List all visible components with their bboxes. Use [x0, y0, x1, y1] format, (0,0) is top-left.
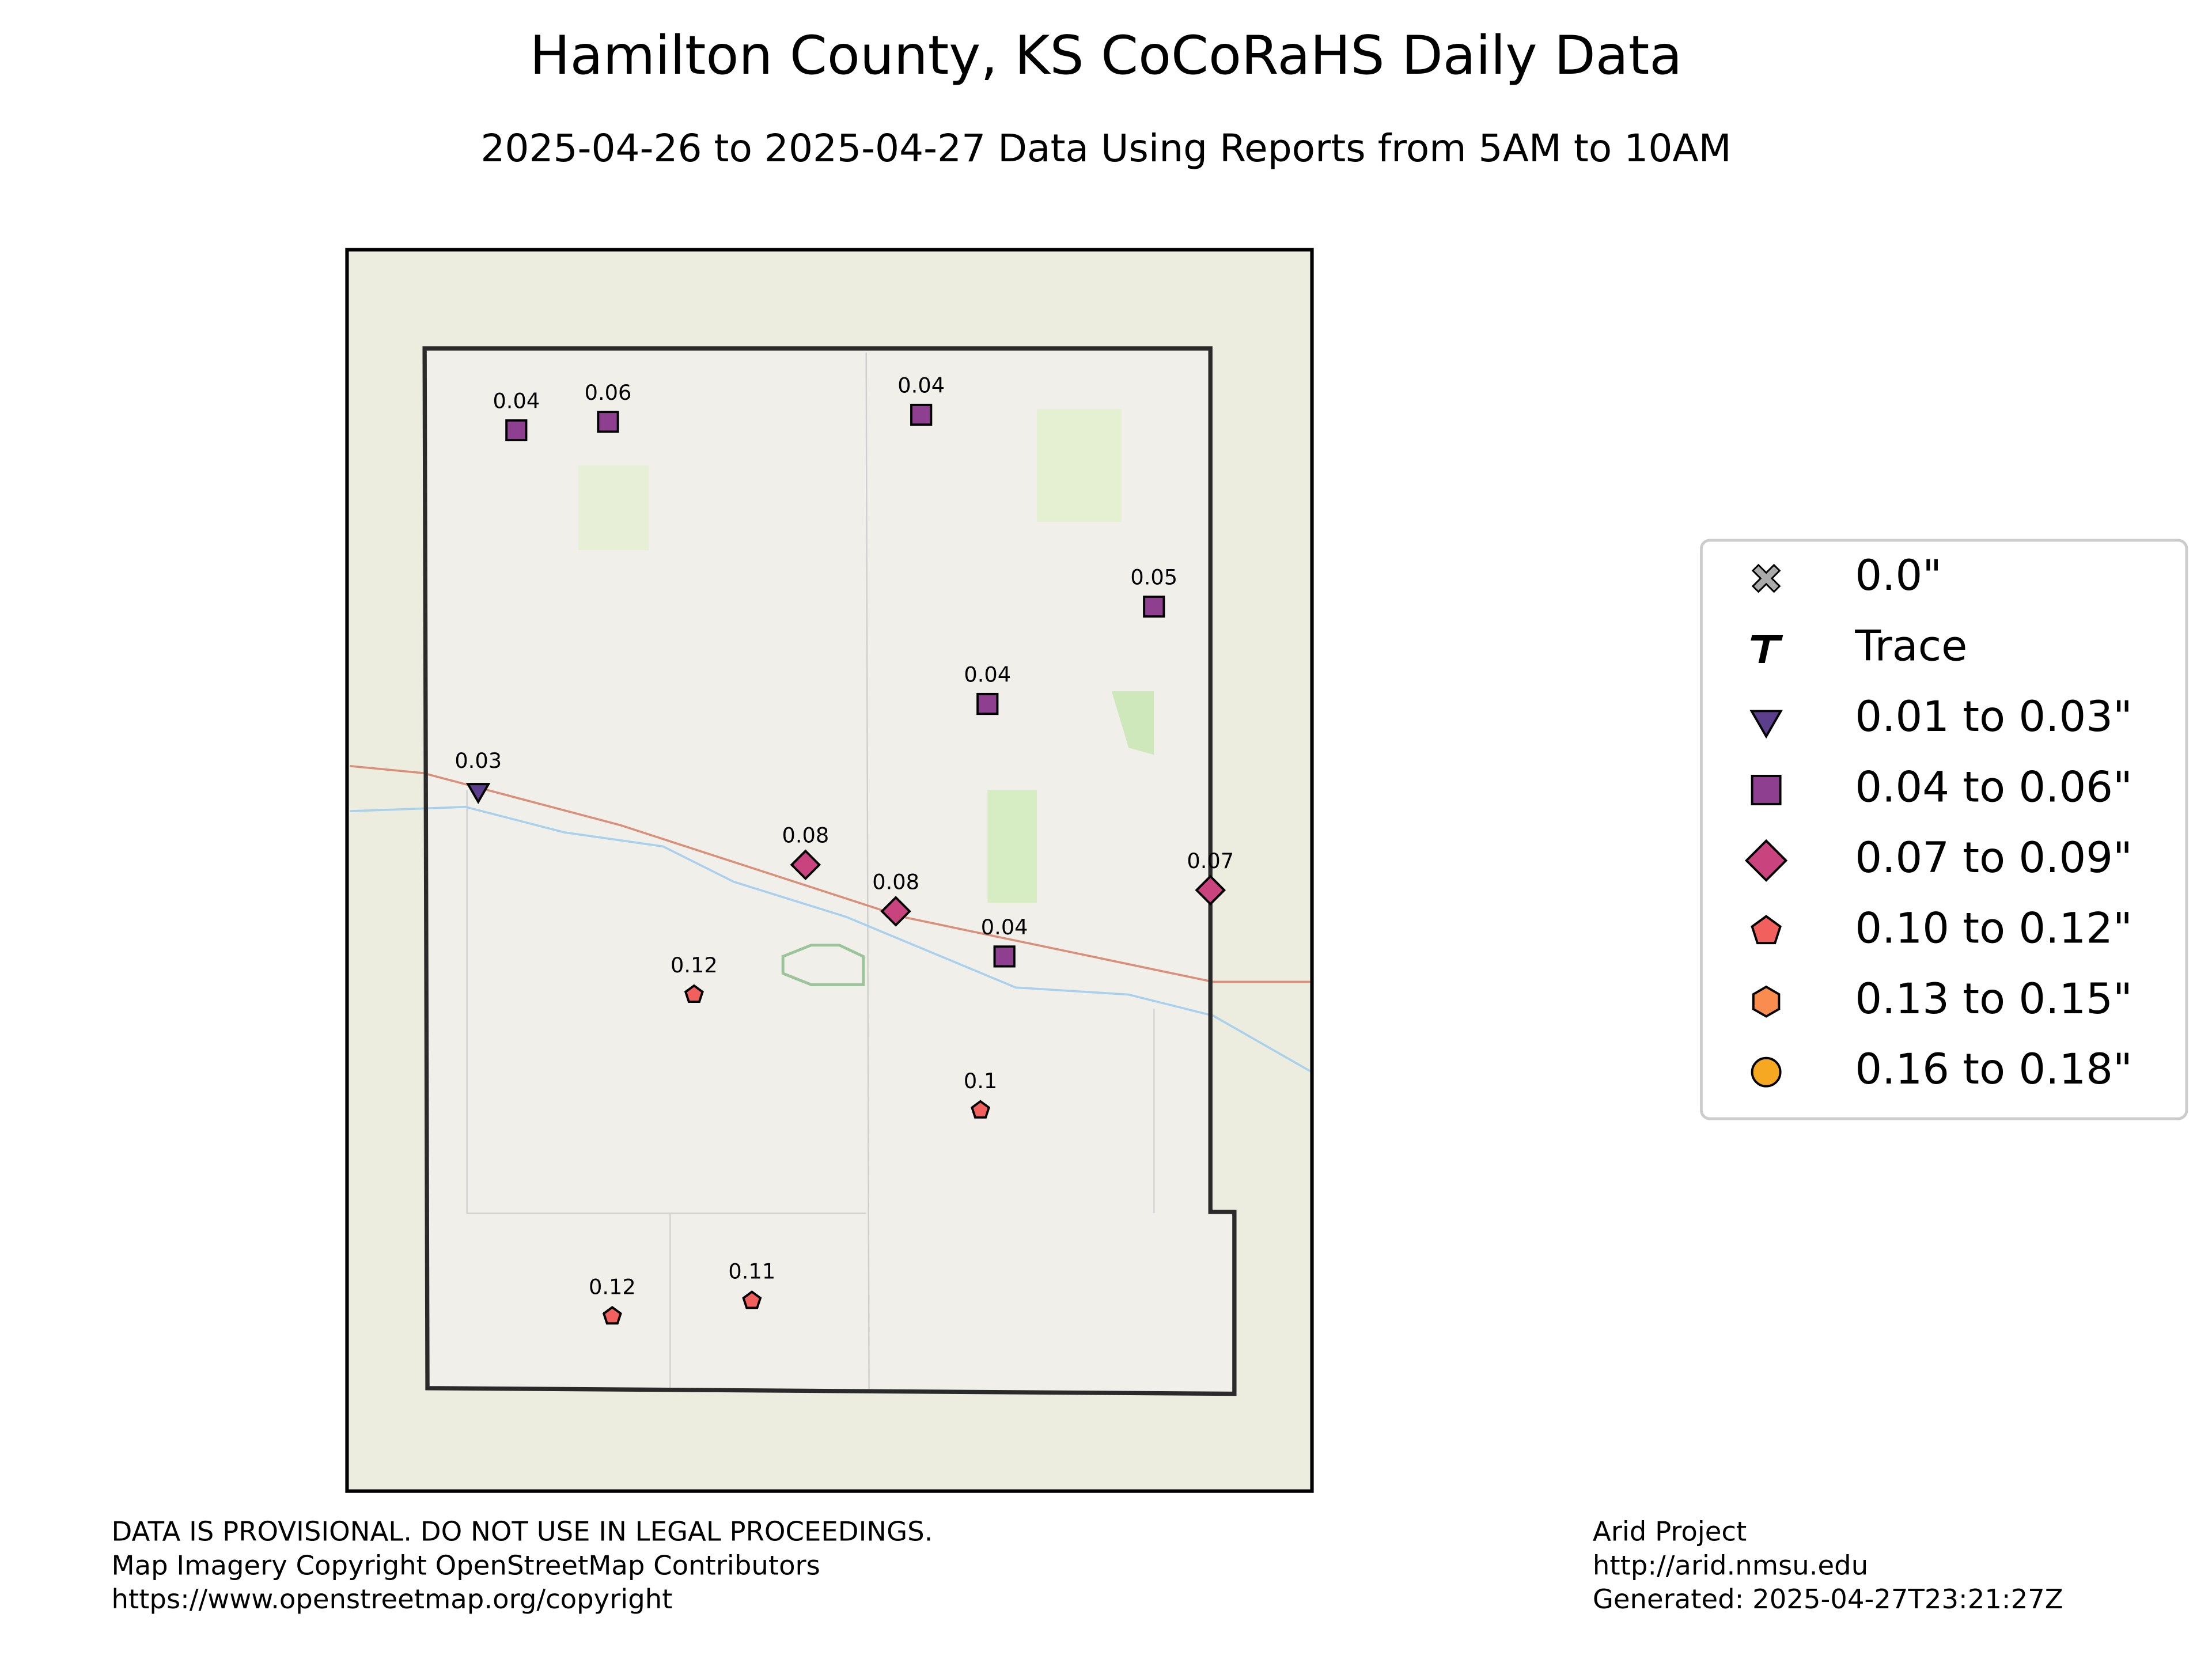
legend: 0.0" Trace 0.01 to 0.03" 0.04 to 0.06" 0.07 …	[1745, 551, 2133, 1094]
subtitle: 2025-04-26 to 2025-04-27 Data Using Repo…	[480, 126, 1731, 171]
station-marker	[976, 692, 999, 715]
station-label: 0.11	[728, 1259, 775, 1283]
station-label: 0.04	[897, 373, 945, 398]
county-outline	[422, 346, 1237, 1396]
station-label: 0.12	[671, 953, 718, 978]
station-marker	[684, 984, 704, 1003]
park	[987, 790, 1037, 903]
legend-marker	[1751, 915, 1782, 945]
legend-label: 0.04 to 0.06"	[1855, 763, 2132, 812]
station-label: 0.07	[1187, 849, 1234, 873]
station-marker	[993, 945, 1016, 968]
footer-text: Arid Project	[1593, 1516, 1747, 1547]
station-label: 0.04	[493, 388, 540, 413]
legend-label: 0.10 to 0.12"	[1855, 904, 2132, 953]
map	[345, 248, 1314, 1493]
station-marker	[505, 419, 528, 442]
map-frame	[345, 248, 1314, 1493]
footer: DATA IS PROVISIONAL. DO NOT USE IN LEGAL…	[111, 1516, 2063, 1615]
boundary	[781, 944, 865, 986]
legend-marker	[1751, 1056, 1782, 1088]
footer-text: http://arid.nmsu.edu	[1593, 1550, 1868, 1581]
land-patch	[1037, 409, 1122, 522]
station-marker	[790, 849, 821, 880]
legend-marker	[1749, 710, 1783, 739]
legend-marker	[1745, 839, 1788, 882]
station-marker	[597, 411, 619, 433]
station-label: 0.03	[454, 748, 502, 773]
station-label: 0.1	[964, 1069, 997, 1093]
legend-marker	[1751, 774, 1782, 805]
legend-label: 0.13 to 0.15"	[1855, 975, 2132, 1024]
legend-label: Trace	[1854, 622, 1967, 671]
footer-text: https://www.openstreetmap.org/copyright	[111, 1584, 672, 1615]
legend-marker	[1752, 985, 1781, 1018]
station-marker	[602, 1306, 622, 1325]
station-label: 0.12	[589, 1274, 636, 1299]
legend-label: 0.07 to 0.09"	[1855, 834, 2132, 882]
station-label: 0.04	[964, 662, 1011, 687]
river	[350, 805, 1313, 1073]
station-label: 0.05	[1130, 565, 1177, 590]
legend-marker	[1751, 563, 1781, 593]
land-patch	[578, 465, 649, 551]
station-marker	[742, 1290, 762, 1309]
footer-text: DATA IS PROVISIONAL. DO NOT USE IN LEGAL…	[111, 1516, 933, 1547]
legend-label: 0.16 to 0.18"	[1855, 1045, 2132, 1094]
station-label: 0.06	[585, 380, 632, 405]
station-marker	[880, 896, 911, 927]
highway	[350, 764, 1312, 983]
stations: 0.04 0.06 0.04 0.05 0.04 0.03 0.08 0.08 0.07 0.04…	[454, 373, 1234, 1325]
park	[1111, 691, 1154, 755]
station-marker	[971, 1100, 991, 1119]
station-label: 0.04	[981, 915, 1028, 940]
road	[865, 353, 870, 1390]
station-marker	[910, 403, 933, 426]
road	[466, 790, 866, 1214]
station-marker	[465, 783, 491, 804]
footer-text: Map Imagery Copyright OpenStreetMap Cont…	[111, 1550, 820, 1581]
legend-marker	[1751, 635, 1783, 664]
station-marker	[1195, 874, 1226, 906]
county-area	[425, 348, 1234, 1394]
station-label: 0.08	[782, 823, 829, 848]
legend-label: 0.0"	[1855, 551, 1942, 600]
footer-text: Generated: 2025-04-27T23:21:27Z	[1593, 1584, 2063, 1615]
title: Hamilton County, KS CoCoRaHS Daily Data	[530, 24, 1683, 86]
legend-label: 0.01 to 0.03"	[1855, 692, 2132, 741]
legend-box	[1700, 539, 2188, 1120]
station-label: 0.08	[872, 870, 919, 895]
station-marker	[1143, 595, 1165, 618]
